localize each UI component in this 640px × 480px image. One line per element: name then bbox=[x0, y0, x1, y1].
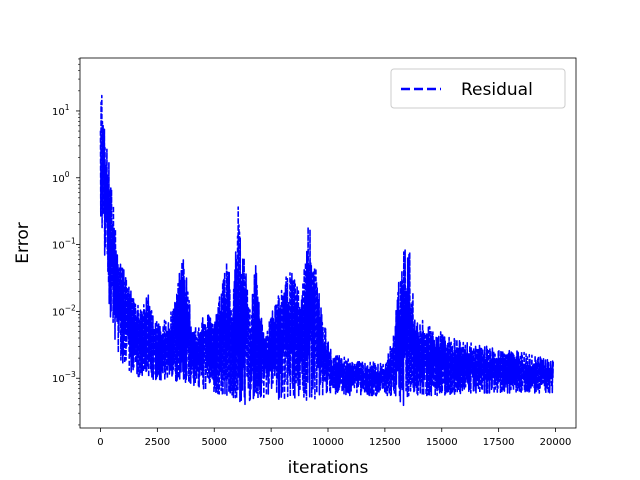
legend-box bbox=[390, 68, 566, 109]
x-axis: 0 2500 5000 7500 10000 12500 15000 17500 20000 bbox=[97, 428, 571, 448]
x-tick-label: 15000 bbox=[426, 437, 458, 448]
x-tick-label: 7500 bbox=[258, 437, 283, 448]
x-tick-label: 20000 bbox=[540, 437, 572, 448]
y-tick-label: 10−1 bbox=[52, 237, 76, 252]
y-tick-label: 10−3 bbox=[52, 370, 76, 385]
legend-label-residual: Residual bbox=[461, 80, 533, 100]
x-tick-label: 17500 bbox=[483, 437, 515, 448]
x-tick-label: 10000 bbox=[312, 437, 344, 448]
series-layer bbox=[99, 94, 554, 407]
y-tick-label: 100 bbox=[52, 170, 70, 185]
y-axis-label: Error bbox=[13, 222, 33, 263]
y-tick-label: 10−2 bbox=[52, 303, 76, 318]
x-tick-label: 12500 bbox=[369, 437, 401, 448]
series-residual-line bbox=[99, 94, 554, 407]
legend: Residual bbox=[390, 68, 566, 109]
y-axis: 10−3 10−2 10−1 100 101 bbox=[52, 58, 80, 426]
y-tick-label: 101 bbox=[52, 103, 70, 118]
x-tick-label: 2500 bbox=[145, 437, 170, 448]
x-tick-label: 0 bbox=[97, 437, 103, 448]
x-axis-label: iterations bbox=[288, 458, 369, 478]
x-tick-label: 5000 bbox=[202, 437, 227, 448]
